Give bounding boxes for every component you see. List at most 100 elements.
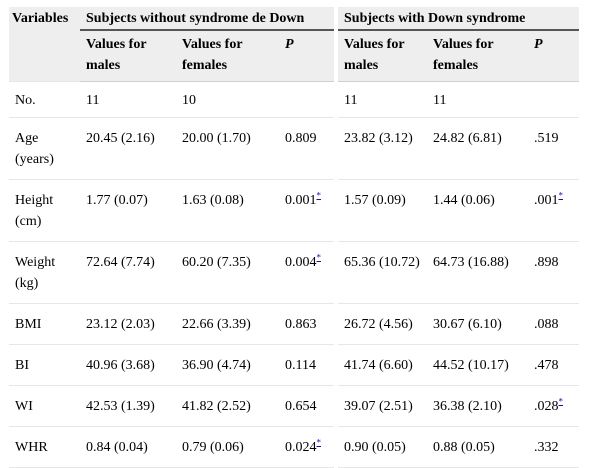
cell-with-males-text: 39.07 (2.51) bbox=[344, 399, 413, 414]
cell-with-p: .028* bbox=[528, 385, 580, 427]
cell-without-females: 60.20 (7.35) bbox=[176, 241, 279, 304]
cell-without-p-text: 0.809 bbox=[285, 131, 317, 146]
cell-variable-text: BI bbox=[15, 358, 29, 373]
table-row: Weight (kg) 72.64 (7.74) 60.20 (7.35) 0.004… bbox=[9, 241, 580, 304]
cell-without-p: 0.114 bbox=[279, 344, 337, 386]
cell-with-p-text: .478 bbox=[534, 358, 559, 373]
header-group-with-down: Subjects with Down syndrome bbox=[334, 7, 580, 31]
cell-with-p-text: .332 bbox=[534, 440, 559, 455]
cell-with-females-text: 11 bbox=[433, 93, 447, 108]
header-without-p: P bbox=[279, 30, 337, 82]
cell-without-p-text: 0.001 bbox=[285, 193, 317, 208]
cell-with-males-text: 26.72 (4.56) bbox=[344, 317, 413, 332]
cell-with-males-text: 65.36 (10.72) bbox=[344, 255, 420, 270]
cell-with-females-text: 44.52 (10.17) bbox=[433, 358, 509, 373]
cell-variable: No. bbox=[9, 81, 80, 118]
cell-with-females-text: 0.88 (0.05) bbox=[433, 440, 495, 455]
cell-variable: BI bbox=[9, 344, 80, 386]
cell-without-females-text: 1.63 (0.08) bbox=[182, 193, 244, 208]
cell-with-females: 24.82 (6.81) bbox=[427, 117, 529, 180]
header-row-columns: Values for males Values for females P Va… bbox=[9, 30, 580, 82]
table-row: WI 42.53 (1.39) 41.82 (2.52) 0.654 39.07 (2.… bbox=[9, 385, 580, 427]
cell-with-p-text: .028 bbox=[534, 399, 559, 414]
anthropometric-table: Variables Subjects without syndrome de D… bbox=[9, 7, 580, 468]
cell-without-males-text: 42.53 (1.39) bbox=[86, 399, 155, 414]
cell-without-p-text: 0.114 bbox=[285, 358, 316, 373]
cell-with-males: 23.82 (3.12) bbox=[334, 117, 428, 180]
cell-without-females-text: 60.20 (7.35) bbox=[182, 255, 251, 270]
cell-variable: BMI bbox=[9, 303, 80, 345]
cell-with-males: 39.07 (2.51) bbox=[334, 385, 428, 427]
cell-with-females: 30.67 (6.10) bbox=[427, 303, 529, 345]
cell-without-females-text: 41.82 (2.52) bbox=[182, 399, 251, 414]
cell-with-p: .088 bbox=[528, 303, 580, 345]
cell-with-p-text: .088 bbox=[534, 317, 559, 332]
cell-without-males: 20.45 (2.16) bbox=[80, 117, 176, 180]
table-row: Age (years) 20.45 (2.16) 20.00 (1.70) 0.809… bbox=[9, 117, 580, 180]
cell-variable: Weight (kg) bbox=[9, 241, 80, 304]
cell-with-males-text: 11 bbox=[344, 93, 358, 108]
cell-variable-text: No. bbox=[15, 93, 36, 108]
cell-without-males: 23.12 (2.03) bbox=[80, 303, 176, 345]
cell-without-females-text: 0.79 (0.06) bbox=[182, 440, 244, 455]
cell-with-females: 64.73 (16.88) bbox=[427, 241, 529, 304]
cell-without-males: 40.96 (3.68) bbox=[80, 344, 176, 386]
cell-with-males: 11 bbox=[334, 81, 428, 118]
cell-without-females: 22.66 (3.39) bbox=[176, 303, 279, 345]
cell-variable-text: Height (cm) bbox=[15, 193, 54, 229]
table-row: WHR 0.84 (0.04) 0.79 (0.06) 0.024* 0.90 (0.0… bbox=[9, 426, 580, 468]
footnote-link[interactable]: * bbox=[316, 190, 322, 201]
cell-without-females-text: 20.00 (1.70) bbox=[182, 131, 251, 146]
cell-with-males: 1.57 (0.09) bbox=[334, 179, 428, 242]
header-row-groups: Variables Subjects without syndrome de D… bbox=[9, 7, 580, 82]
cell-without-males: 1.77 (0.07) bbox=[80, 179, 176, 242]
header-variables: Variables bbox=[9, 7, 80, 82]
header-without-males: Values for males bbox=[80, 30, 176, 82]
cell-without-p: 0.863 bbox=[279, 303, 337, 345]
table-row: BI 40.96 (3.68) 36.90 (4.74) 0.114 41.74 (6.… bbox=[9, 344, 580, 386]
cell-without-females: 0.79 (0.06) bbox=[176, 426, 279, 468]
cell-without-p: 0.809 bbox=[279, 117, 337, 180]
table-container: Variables Subjects without syndrome de D… bbox=[9, 7, 580, 468]
footnote-link[interactable]: * bbox=[316, 437, 322, 448]
cell-without-females-text: 10 bbox=[182, 93, 196, 108]
cell-with-males: 41.74 (6.60) bbox=[334, 344, 428, 386]
cell-variable: Age (years) bbox=[9, 117, 80, 180]
cell-with-females-text: 36.38 (2.10) bbox=[433, 399, 502, 414]
footnote-link[interactable]: * bbox=[316, 252, 322, 263]
cell-with-p bbox=[528, 81, 580, 118]
cell-with-p: .519 bbox=[528, 117, 580, 180]
cell-without-p-text: 0.654 bbox=[285, 399, 317, 414]
cell-without-males-text: 20.45 (2.16) bbox=[86, 131, 155, 146]
cell-variable-text: WHR bbox=[15, 440, 48, 455]
cell-with-p-text: .001 bbox=[534, 193, 559, 208]
cell-without-p-text: 0.863 bbox=[285, 317, 317, 332]
cell-with-females: 0.88 (0.05) bbox=[427, 426, 529, 468]
cell-with-females: 44.52 (10.17) bbox=[427, 344, 529, 386]
cell-variable-text: WI bbox=[15, 399, 33, 414]
cell-without-females: 41.82 (2.52) bbox=[176, 385, 279, 427]
footnote-link[interactable]: * bbox=[558, 190, 564, 201]
cell-without-males-text: 1.77 (0.07) bbox=[86, 193, 148, 208]
cell-without-females: 20.00 (1.70) bbox=[176, 117, 279, 180]
cell-with-p: .001* bbox=[528, 179, 580, 242]
cell-with-females-text: 64.73 (16.88) bbox=[433, 255, 509, 270]
cell-with-p: .332 bbox=[528, 426, 580, 468]
cell-without-p: 0.004* bbox=[279, 241, 337, 304]
cell-variable: Height (cm) bbox=[9, 179, 80, 242]
cell-without-males: 0.84 (0.04) bbox=[80, 426, 176, 468]
cell-with-p-text: .898 bbox=[534, 255, 559, 270]
cell-with-males: 65.36 (10.72) bbox=[334, 241, 428, 304]
cell-with-females-text: 1.44 (0.06) bbox=[433, 193, 495, 208]
cell-without-females-text: 36.90 (4.74) bbox=[182, 358, 251, 373]
table-row: BMI 23.12 (2.03) 22.66 (3.39) 0.863 26.72 (4… bbox=[9, 303, 580, 345]
cell-without-p: 0.001* bbox=[279, 179, 337, 242]
cell-with-males-text: 1.57 (0.09) bbox=[344, 193, 406, 208]
cell-without-p: 0.024* bbox=[279, 426, 337, 468]
cell-with-females-text: 24.82 (6.81) bbox=[433, 131, 502, 146]
cell-without-females: 10 bbox=[176, 81, 279, 118]
cell-without-p-text: 0.004 bbox=[285, 255, 317, 270]
cell-with-males: 26.72 (4.56) bbox=[334, 303, 428, 345]
footnote-link[interactable]: * bbox=[558, 396, 564, 407]
cell-with-males-text: 41.74 (6.60) bbox=[344, 358, 413, 373]
